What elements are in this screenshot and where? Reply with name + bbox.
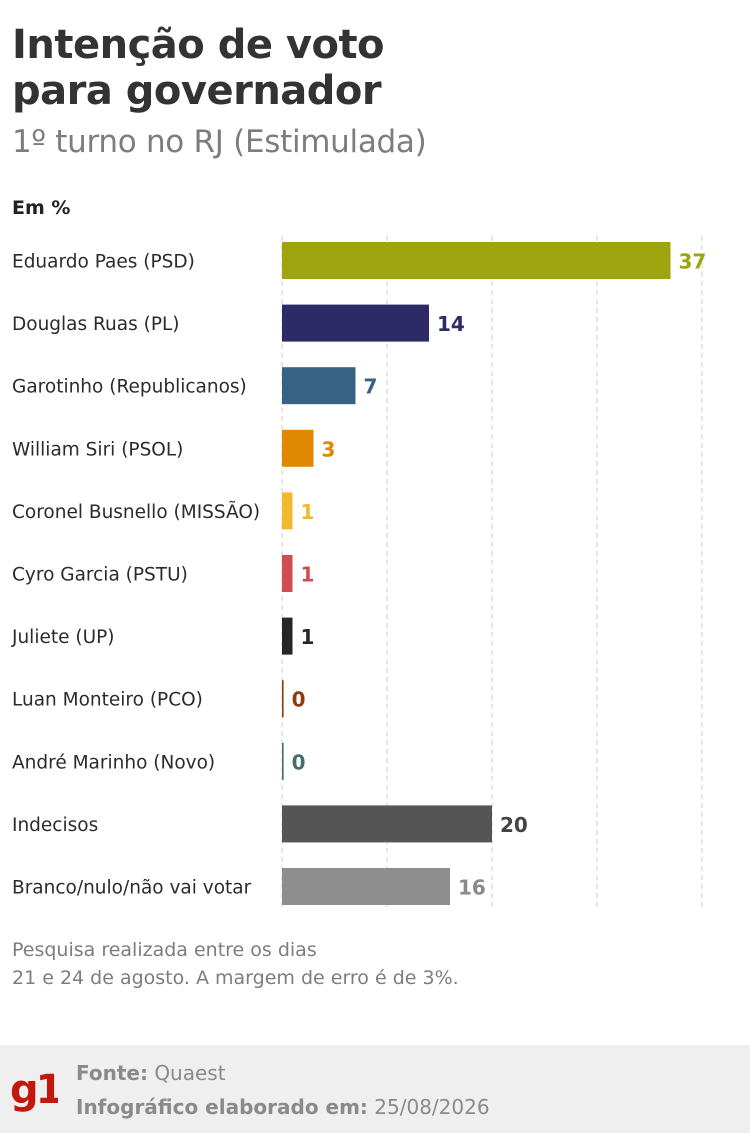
category-label: Indecisos xyxy=(12,815,98,836)
svg-text:g1: g1 xyxy=(10,1067,58,1113)
date-value: 25/08/2026 xyxy=(374,1095,490,1119)
bar xyxy=(282,742,284,780)
chart-title: Intenção de voto para governador xyxy=(12,22,732,114)
category-label: Coronel Busnello (MISSÃO) xyxy=(12,501,260,523)
bar xyxy=(282,492,293,530)
title-line-2: para governador xyxy=(12,68,382,114)
source-label: Fonte: xyxy=(76,1061,148,1085)
category-label: Garotinho (Republicanos) xyxy=(12,377,247,398)
bar xyxy=(282,680,284,718)
category-label: André Marinho (Novo) xyxy=(12,752,215,773)
note-line-2: 21 e 24 de agosto. A margem de erro é de… xyxy=(12,967,459,989)
value-label: 0 xyxy=(292,750,306,774)
date-line: Infográfico elaborado em: 25/08/2026 xyxy=(76,1093,490,1121)
bar xyxy=(282,429,314,467)
value-label: 7 xyxy=(364,375,378,399)
title-line-1: Intenção de voto xyxy=(12,22,385,68)
value-label: 16 xyxy=(458,876,486,900)
methodology-note: Pesquisa realizada entre os dias 21 e 24… xyxy=(12,936,512,992)
value-label: 1 xyxy=(301,500,315,524)
value-label: 1 xyxy=(301,563,315,587)
source-line: Fonte: Quaest xyxy=(76,1059,226,1087)
bar xyxy=(282,242,671,279)
category-label: Luan Monteiro (PCO) xyxy=(12,690,203,711)
value-label: 1 xyxy=(301,625,315,649)
value-label: 14 xyxy=(437,312,465,336)
bar xyxy=(282,868,450,905)
category-label: Douglas Ruas (PL) xyxy=(12,314,180,335)
value-label: 0 xyxy=(292,688,306,712)
note-line-1: Pesquisa realizada entre os dias xyxy=(12,939,317,961)
value-label: 37 xyxy=(679,250,707,274)
g1-logo[interactable]: g1 xyxy=(10,1063,58,1117)
category-label: Branco/nulo/não vai votar xyxy=(12,878,252,899)
footer: g1 Fonte: Quaest Infográfico elaborado e… xyxy=(0,1045,750,1133)
category-label: Juliete (UP) xyxy=(11,627,115,648)
unit-label: Em % xyxy=(12,197,71,219)
bar xyxy=(282,805,492,843)
category-label: William Siri (PSOL) xyxy=(12,439,183,460)
value-label: 3 xyxy=(322,437,336,461)
gridlines xyxy=(281,236,703,911)
value-label: 20 xyxy=(500,813,528,837)
chart-subtitle: 1º turno no RJ (Estimulada) xyxy=(12,124,427,160)
date-label: Infográfico elaborado em: xyxy=(76,1095,368,1119)
category-label: Cyro Garcia (PSTU) xyxy=(12,565,188,586)
bar xyxy=(282,555,293,592)
bar xyxy=(282,367,356,405)
bar xyxy=(282,617,293,655)
bar xyxy=(282,304,429,342)
source-value: Quaest xyxy=(154,1061,226,1085)
category-label: Eduardo Paes (PSD) xyxy=(12,252,195,273)
